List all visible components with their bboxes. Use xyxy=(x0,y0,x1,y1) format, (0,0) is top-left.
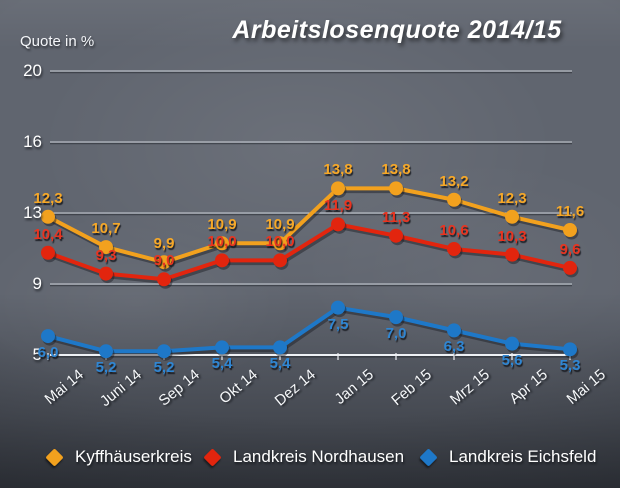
legend-label: Landkreis Eichsfeld xyxy=(449,447,597,466)
data-point xyxy=(41,329,55,344)
series-line-0 xyxy=(46,186,572,265)
data-point xyxy=(331,181,345,196)
data-point xyxy=(41,245,55,260)
value-label: 12,3 xyxy=(33,189,63,207)
data-point xyxy=(157,272,171,287)
data-point xyxy=(563,260,577,275)
data-point xyxy=(389,181,403,196)
value-label: 13,8 xyxy=(381,161,411,179)
legend-item-landkreis-nordhausen: Landkreis Nordhausen xyxy=(203,446,405,468)
y-axis-title: Quote in % xyxy=(20,33,95,50)
value-label: 6,3 xyxy=(443,338,465,356)
data-point xyxy=(447,241,461,256)
value-label: 11,6 xyxy=(555,203,585,221)
data-point xyxy=(331,217,345,232)
value-label: 9,3 xyxy=(95,246,117,264)
value-label: 11,9 xyxy=(323,197,353,215)
y-axis-label: 13 xyxy=(23,203,42,222)
series-line-2 xyxy=(46,305,572,354)
data-point xyxy=(273,253,287,268)
data-point xyxy=(273,236,287,251)
value-label: 6,0 xyxy=(37,344,59,362)
data-point xyxy=(157,255,171,270)
data-point xyxy=(563,223,577,238)
series-line-shadow xyxy=(47,307,574,356)
value-label: 10,9 xyxy=(265,216,295,234)
value-label: 5,2 xyxy=(153,359,175,377)
legend-diamond-icon xyxy=(203,447,222,467)
data-point xyxy=(331,300,345,315)
series-line-shadow xyxy=(47,224,574,285)
series-line-1 xyxy=(46,222,572,282)
data-point xyxy=(389,228,403,243)
data-point xyxy=(447,192,461,207)
value-label: 10,6 xyxy=(439,221,469,239)
y-axis-label: 5 xyxy=(32,345,42,364)
data-point xyxy=(505,209,519,224)
value-label: 10,9 xyxy=(207,216,237,234)
data-point xyxy=(273,340,287,355)
data-point xyxy=(215,253,229,268)
data-point xyxy=(505,336,519,351)
data-point xyxy=(215,340,229,355)
data-point xyxy=(505,247,519,262)
data-point xyxy=(99,344,113,359)
value-label: 5,2 xyxy=(95,359,117,377)
data-point xyxy=(99,240,113,255)
value-label: 9,6 xyxy=(559,240,581,258)
data-point xyxy=(157,344,171,359)
data-point xyxy=(447,323,461,338)
legend: Kyffhäuserkreis Landkreis Nordhausen Lan… xyxy=(0,446,620,470)
value-label: 13,8 xyxy=(323,161,353,179)
value-label: 7,0 xyxy=(385,325,407,343)
y-axis-label: 16 xyxy=(23,132,42,151)
value-label: 13,2 xyxy=(439,172,469,190)
value-label: 5,6 xyxy=(501,351,523,369)
legend-label: Kyffhäuserkreis xyxy=(75,447,192,466)
value-label: 5,4 xyxy=(269,355,291,373)
legend-label: Landkreis Nordhausen xyxy=(233,447,405,466)
data-point xyxy=(389,310,403,325)
legend-diamond-icon xyxy=(45,447,64,467)
legend-diamond-icon xyxy=(419,447,438,467)
value-label: 11,3 xyxy=(381,208,411,226)
y-axis-label: 20 xyxy=(23,61,42,80)
y-axis-label: 9 xyxy=(32,274,42,293)
value-label: 5,4 xyxy=(211,355,233,373)
value-label: 10,0 xyxy=(265,233,295,251)
value-label: 10,0 xyxy=(207,233,237,251)
legend-item-kyffhaeuserkreis: Kyffhäuserkreis xyxy=(45,446,192,468)
value-label: 5,3 xyxy=(559,357,581,375)
data-point xyxy=(99,266,113,281)
data-point xyxy=(215,236,229,251)
chart-title: Arbeitslosenquote 2014/15 xyxy=(232,16,562,44)
value-label: 9,0 xyxy=(153,252,175,270)
data-point xyxy=(563,342,577,357)
value-label: 10,4 xyxy=(33,225,63,243)
value-label: 12,3 xyxy=(497,189,527,207)
data-point xyxy=(41,209,55,224)
value-label: 10,7 xyxy=(91,220,121,238)
value-label: 9,9 xyxy=(153,235,175,253)
legend-item-landkreis-eichsfeld: Landkreis Eichsfeld xyxy=(419,446,597,468)
value-label: 7,5 xyxy=(327,315,349,333)
value-label: 10,3 xyxy=(497,227,527,245)
